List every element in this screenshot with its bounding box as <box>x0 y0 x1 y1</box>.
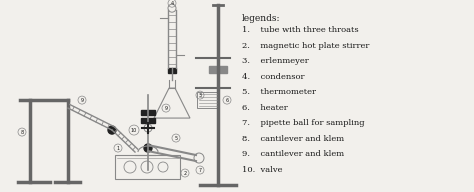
Text: 10: 10 <box>131 127 137 132</box>
Text: 3.    erlenmeyer: 3. erlenmeyer <box>242 57 309 65</box>
Circle shape <box>108 126 116 134</box>
Text: legends:: legends: <box>242 14 281 23</box>
Text: 2: 2 <box>183 170 187 175</box>
Text: 9.    cantilever and klem: 9. cantilever and klem <box>242 150 344 158</box>
Text: 8.    cantilever and klem: 8. cantilever and klem <box>242 135 344 142</box>
Text: 10.  valve: 10. valve <box>242 166 283 174</box>
Text: 3: 3 <box>199 93 201 98</box>
Text: 4: 4 <box>171 1 173 6</box>
Text: 7: 7 <box>199 168 201 173</box>
Bar <box>141 110 155 115</box>
Bar <box>168 68 176 73</box>
Text: 5.    thermometer: 5. thermometer <box>242 88 316 96</box>
Text: 2.    magnetic hot plate stirrer: 2. magnetic hot plate stirrer <box>242 42 369 50</box>
Text: 6.    heater: 6. heater <box>242 104 288 112</box>
Text: 8: 8 <box>20 130 24 135</box>
Text: 4.    condensor: 4. condensor <box>242 73 304 81</box>
Text: 9: 9 <box>164 106 167 111</box>
Text: 1.    tube with three throats: 1. tube with three throats <box>242 26 359 34</box>
Circle shape <box>144 144 152 152</box>
Text: 1: 1 <box>117 146 119 151</box>
Text: 6: 6 <box>226 98 228 103</box>
Bar <box>141 118 155 123</box>
Bar <box>209 66 227 73</box>
Bar <box>115 155 180 179</box>
Text: 5: 5 <box>174 136 178 141</box>
Text: 9: 9 <box>81 98 83 103</box>
Bar <box>197 92 219 108</box>
Text: 7.    pipette ball for sampling: 7. pipette ball for sampling <box>242 119 365 127</box>
